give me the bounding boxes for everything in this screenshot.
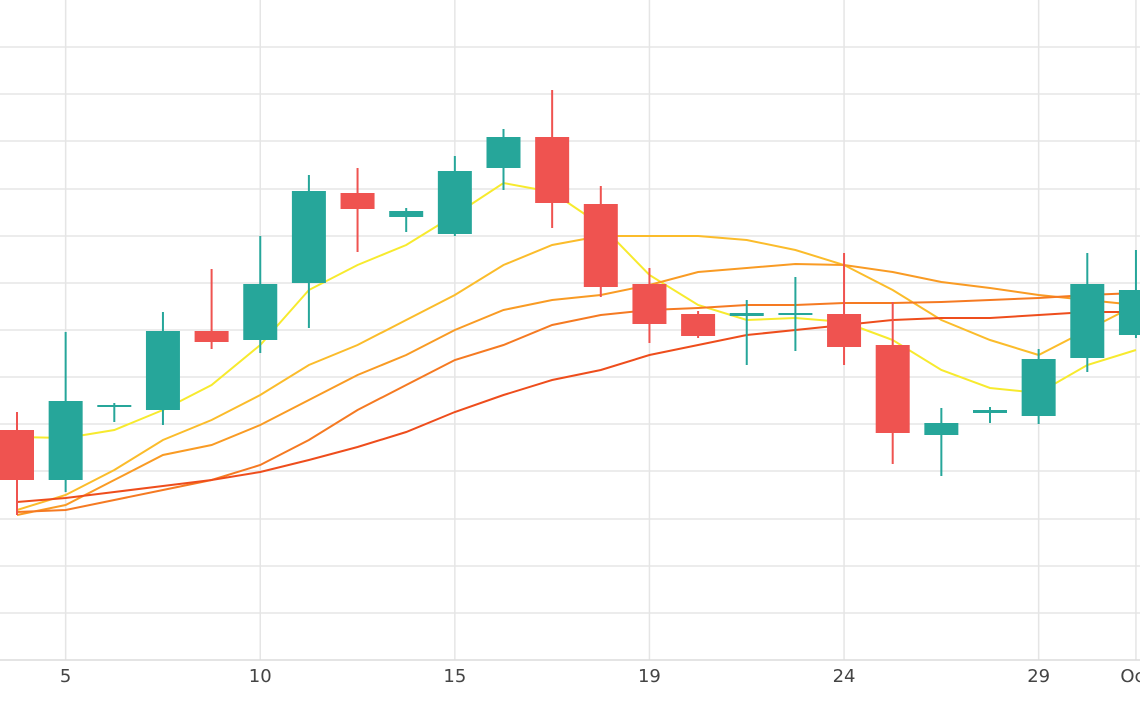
candle-body [389, 211, 424, 217]
candle-body [48, 401, 83, 480]
candle-body [778, 313, 813, 315]
moving-average-line [16, 311, 1136, 503]
moving-average-line [16, 181, 1137, 440]
candle-body [827, 314, 862, 347]
candle-body [973, 410, 1007, 413]
x-tick-label: 5 [60, 666, 71, 687]
x-tick-label: 15 [443, 666, 466, 687]
x-tick-label: Oct [1120, 666, 1140, 687]
candle-body [0, 430, 34, 480]
x-tick-label: 24 [833, 666, 856, 687]
candle-body [583, 204, 618, 287]
candle-body [291, 191, 326, 283]
moving-average-line [16, 262, 1137, 516]
candle-body [535, 137, 570, 203]
candle-body [875, 345, 910, 433]
candle-body [486, 137, 521, 168]
candle-body [1118, 290, 1140, 335]
candle-body [681, 314, 716, 336]
candle-body [1021, 359, 1056, 416]
moving-average-line [16, 292, 1136, 513]
moving-average-line [16, 235, 1137, 511]
candle-body [145, 331, 180, 410]
candle-body [729, 313, 764, 316]
candle-body [340, 193, 375, 209]
candle-body [243, 284, 278, 340]
candle-body [97, 405, 132, 407]
x-tick-label: 10 [249, 666, 272, 687]
candle-body [924, 423, 959, 435]
x-tick-label: 29 [1027, 666, 1050, 687]
x-tick-label: 19 [638, 666, 661, 687]
candle-body [1070, 284, 1105, 358]
candle-body [437, 171, 472, 234]
candle-body [194, 331, 229, 342]
candle-body [632, 284, 667, 324]
